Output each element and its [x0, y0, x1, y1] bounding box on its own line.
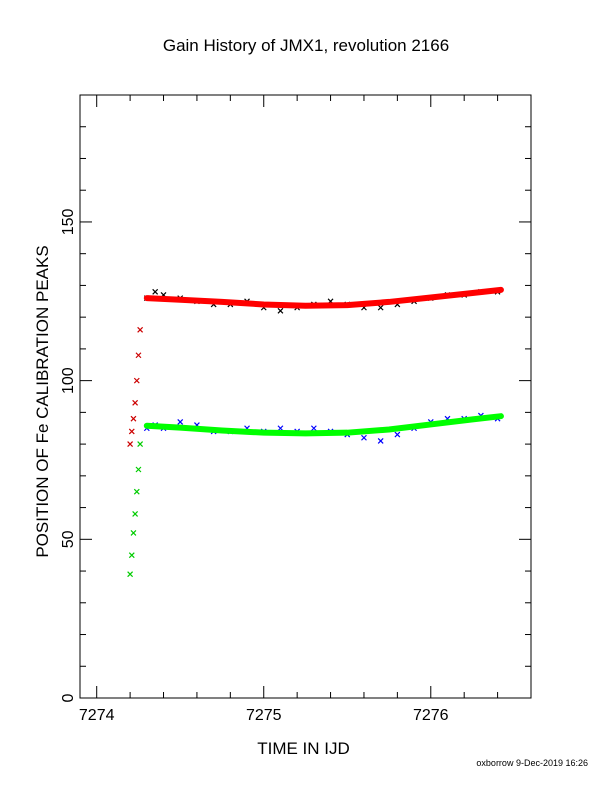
- footer-credit: oxborrow 9-Dec-2019 16:26: [476, 758, 588, 768]
- data-point: [377, 438, 384, 444]
- fit-curve: [143, 413, 504, 437]
- x-tick-label: 7274: [79, 707, 115, 724]
- data-point: [127, 441, 134, 448]
- data-point: [361, 434, 367, 441]
- x-tick-label: 7275: [246, 707, 282, 724]
- x-axis-title: TIME IN IJD: [257, 739, 350, 758]
- series-5: [143, 413, 504, 437]
- data-point: [130, 415, 137, 422]
- axis-tick-labels: 0 50 100 150 7274 7275 7276: [60, 209, 449, 724]
- data-point: [152, 288, 159, 295]
- data-point: [130, 530, 137, 536]
- data-point: [277, 307, 284, 314]
- data-point: [277, 425, 284, 432]
- y-axis-title: POSITION OF Fe CALIBRATION PEAKS: [33, 245, 52, 557]
- data-point: [128, 552, 135, 559]
- plot-frame: [79, 94, 532, 699]
- data-point: [394, 431, 401, 438]
- data-point: [135, 352, 142, 359]
- data-point: [127, 571, 134, 578]
- series-2: [127, 326, 144, 448]
- data-series: [127, 286, 504, 578]
- data-point: [137, 326, 144, 333]
- y-tick-label: 150: [60, 209, 77, 236]
- axis-ticks: [80, 94, 531, 699]
- series-3: [127, 441, 144, 578]
- data-point: [132, 511, 139, 517]
- y-tick-label: 50: [60, 530, 77, 548]
- data-point: [310, 425, 317, 432]
- chart-title: Gain History of JMX1, revolution 2166: [162, 36, 450, 55]
- data-point: [135, 466, 142, 473]
- x-tick-label: 7276: [413, 707, 449, 724]
- y-tick-label: 0: [60, 693, 77, 702]
- data-point: [177, 418, 184, 425]
- series-4: [143, 286, 504, 309]
- data-point: [133, 377, 140, 384]
- data-point: [377, 304, 384, 311]
- data-point: [128, 428, 135, 435]
- data-point: [137, 441, 144, 448]
- y-tick-label: 100: [60, 367, 77, 394]
- data-point: [133, 488, 140, 495]
- data-point: [132, 399, 139, 406]
- fit-curve: [143, 286, 504, 309]
